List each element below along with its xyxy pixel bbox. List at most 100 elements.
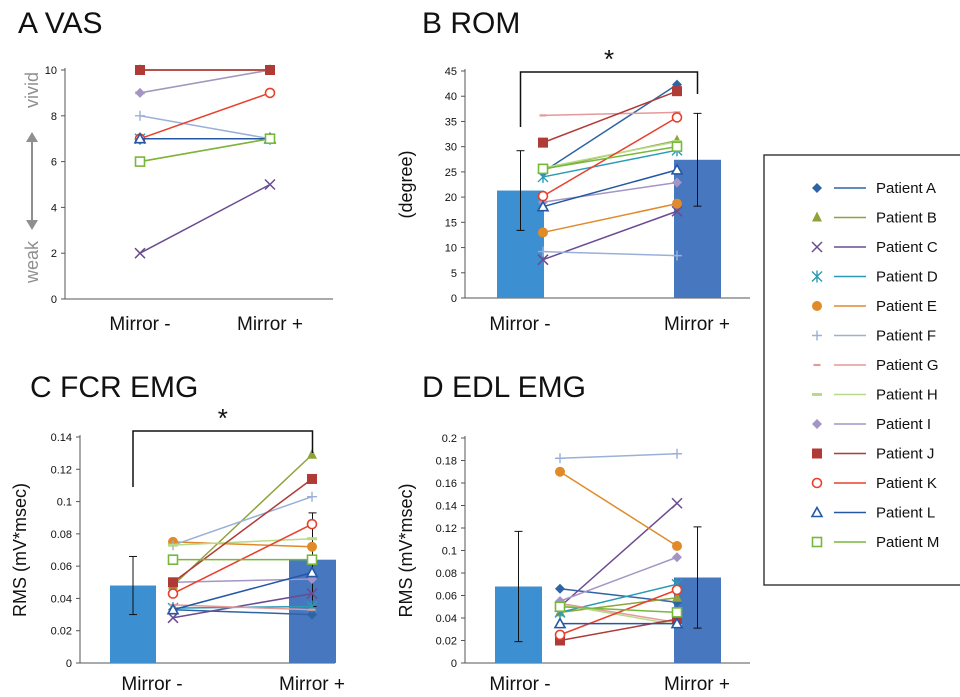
legend-label: Patient M	[876, 534, 939, 551]
patient-line	[172, 604, 313, 611]
data-point	[167, 554, 179, 565]
y-axis-label: RMS (mV*msec)	[396, 484, 416, 618]
data-point	[537, 163, 549, 175]
y-tick-label: 0.12	[436, 523, 457, 535]
data-point	[671, 112, 683, 123]
data-point	[537, 254, 549, 266]
data-point	[554, 629, 566, 641]
patient-line	[172, 537, 313, 546]
patient-line	[139, 69, 271, 94]
patient-line	[172, 478, 313, 583]
legend-label: Patient G	[876, 357, 939, 374]
y-tick-label: 5	[451, 268, 457, 280]
data-point	[135, 87, 145, 98]
series-patient-e	[555, 466, 682, 551]
legend-item-patient-j: Patient J	[812, 446, 934, 463]
y-tick-label: 25	[445, 167, 457, 179]
panel-title: B ROM	[422, 7, 520, 40]
legend-box	[763, 154, 960, 586]
legend-label: Patient F	[876, 328, 936, 345]
legend-label: Patient H	[876, 387, 938, 404]
data-point	[306, 554, 318, 565]
y-tick-label: 0.06	[51, 561, 72, 573]
panel-title: A VAS	[18, 7, 103, 40]
legend-label: Patient C	[876, 239, 938, 256]
y-tick-label: 0.08	[436, 568, 457, 580]
y-tick-label: 10	[445, 243, 457, 255]
series-patient-e	[538, 198, 682, 238]
data-point	[135, 65, 145, 75]
series-patient-j	[135, 65, 275, 75]
y-tick-label: 0	[66, 658, 72, 670]
y-tick-label: 0.06	[436, 591, 457, 603]
data-point	[671, 497, 683, 509]
legend-item-patient-l: Patient L	[810, 505, 935, 522]
patient-line	[172, 608, 313, 616]
patient-line	[559, 606, 678, 614]
data-point	[133, 132, 147, 144]
data-point	[167, 588, 179, 599]
patient-line	[542, 250, 678, 257]
legend-label: Patient A	[876, 180, 936, 197]
legend-marker	[812, 301, 822, 311]
data-point	[307, 541, 317, 552]
y-tick-label: 0.08	[51, 529, 72, 541]
patient-line	[139, 92, 271, 140]
y-tick-label: 45	[445, 66, 457, 78]
series-patient-m	[134, 133, 276, 167]
x-category-label: Mirror +	[237, 314, 303, 335]
patient-line	[559, 556, 678, 602]
data-point	[265, 65, 275, 75]
patient-line	[559, 589, 678, 636]
patient-line	[559, 597, 678, 614]
series-patient-l	[166, 565, 319, 615]
y-tick-label: 6	[51, 157, 57, 169]
y-axis-label: RMS (mV*msec)	[10, 483, 30, 617]
x-category-label: Mirror -	[489, 674, 550, 695]
series-patient-h	[168, 537, 317, 547]
x-category-label: Mirror -	[109, 314, 170, 335]
series-patient-f	[555, 448, 682, 464]
series-patient-j	[538, 86, 682, 148]
legend-marker	[811, 536, 823, 548]
scale-label-top: vivid	[22, 72, 42, 108]
data-point	[538, 137, 548, 148]
legend-item-patient-a: Patient A	[812, 180, 936, 197]
panel-c: C FCR EMG 0 0.02 0.04 0.06 0.08 0.1 0.12 0.14 Mir…	[10, 371, 345, 695]
patient-line	[559, 618, 678, 642]
patient-line	[542, 145, 678, 170]
series-patient-f	[538, 246, 682, 261]
data-point	[672, 86, 682, 97]
series-patient-c	[537, 205, 683, 266]
y-tick-label: 0.04	[436, 613, 457, 625]
legend-item-patient-i: Patient I	[812, 416, 931, 433]
x-category-label: Mirror +	[664, 314, 730, 335]
legend-marker	[812, 448, 822, 459]
data-point	[671, 205, 683, 217]
series-patient-l	[536, 163, 684, 212]
data-point	[555, 466, 565, 477]
legend-label: Patient J	[876, 446, 934, 463]
data-point	[168, 577, 178, 588]
data-point	[555, 635, 565, 646]
legend-item-patient-k: Patient K	[811, 475, 937, 492]
data-point	[536, 200, 550, 212]
y-tick-label: 0.04	[51, 593, 72, 605]
y-tick-label: 40	[445, 91, 457, 103]
data-point	[671, 584, 683, 596]
patient-line	[172, 523, 313, 595]
significance-bracket	[519, 71, 699, 127]
patient-line	[542, 111, 678, 117]
series-patient-m	[167, 554, 318, 565]
data-point	[537, 190, 549, 202]
legend-marker	[812, 419, 822, 429]
data-point	[264, 178, 276, 191]
patient-line	[542, 149, 678, 178]
legend-marker	[812, 330, 822, 341]
legend-item-patient-e: Patient E	[812, 298, 937, 315]
patient-line	[542, 169, 678, 208]
data-point	[306, 518, 318, 530]
series-patient-k	[134, 87, 276, 144]
y-tick-label: 0.02	[51, 626, 72, 638]
